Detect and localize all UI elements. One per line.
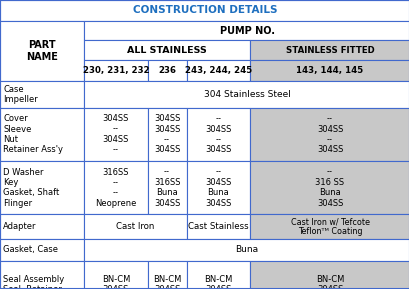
Text: 143, 144, 145: 143, 144, 145 [296,66,363,75]
Text: BN-CM
304SS: BN-CM 304SS [315,275,344,289]
Bar [0,239,84,261]
Bar [0,21,84,81]
Bar [0,214,84,239]
Bar [84,261,147,289]
Text: BN-CM
304SS: BN-CM 304SS [204,275,232,289]
Text: 316SS
--
--
Neoprene: 316SS -- -- Neoprene [95,168,136,208]
Bar [186,261,249,289]
Bar [84,108,147,161]
Text: 304 Stainless Steel: 304 Stainless Steel [203,90,290,99]
Text: Cast Iron: Cast Iron [116,222,154,231]
Bar [249,108,409,161]
Text: --
304SS
Buna
304SS: -- 304SS Buna 304SS [204,168,231,208]
Text: Buna: Buna [235,245,258,254]
Bar [147,108,186,161]
Bar [186,60,249,81]
Bar [147,261,186,289]
Text: CONSTRUCTION DETAILS: CONSTRUCTION DETAILS [133,5,276,15]
Bar [249,214,409,239]
Bar [147,60,186,81]
Bar [84,161,147,214]
Text: Seal Assembly
Seal, Retainer: Seal Assembly Seal, Retainer [3,275,64,289]
Text: PART
NAME: PART NAME [26,40,58,62]
Bar [84,214,186,239]
Bar [249,60,409,81]
Bar [0,0,409,21]
Text: --
304SS
--
304SS: -- 304SS -- 304SS [316,114,342,154]
Bar [84,81,409,108]
Bar [84,239,409,261]
Bar [0,108,84,161]
Text: Cover
Sleeve
Nut
Retainer Ass'y: Cover Sleeve Nut Retainer Ass'y [3,114,63,154]
Bar [249,261,409,289]
Bar [147,161,186,214]
Bar [0,261,84,289]
Text: --
316 SS
Buna
304SS: -- 316 SS Buna 304SS [315,168,344,208]
Text: ALL STAINLESS: ALL STAINLESS [127,46,207,55]
Text: 304SS
--
304SS
--: 304SS -- 304SS -- [102,114,129,154]
Text: 236: 236 [158,66,175,75]
Bar [249,40,409,60]
Bar [186,214,249,239]
Text: 243, 244, 245: 243, 244, 245 [184,66,251,75]
Text: BN-CM
304SS: BN-CM 304SS [101,275,130,289]
Text: --
316SS
Buna
304SS: -- 316SS Buna 304SS [153,168,180,208]
Text: 230, 231, 232: 230, 231, 232 [82,66,149,75]
Text: Cast Stainless: Cast Stainless [188,222,248,231]
Text: D Washer
Key
Gasket, Shaft
Flinger: D Washer Key Gasket, Shaft Flinger [3,168,59,208]
Text: Cast Iron w/ Tefcote
Teflonᵀᴹ Coating: Cast Iron w/ Tefcote Teflonᵀᴹ Coating [290,217,369,236]
Bar [84,60,147,81]
Text: 304SS
304SS
--
304SS: 304SS 304SS -- 304SS [153,114,180,154]
Text: Case
Impeller: Case Impeller [3,84,38,104]
Bar [186,161,249,214]
Text: Gasket, Case: Gasket, Case [3,245,58,254]
Text: BN-CM
304SS: BN-CM 304SS [153,275,181,289]
Bar [84,40,249,60]
Bar [249,161,409,214]
Text: PUMP NO.: PUMP NO. [219,26,274,36]
Text: --
304SS
--
304SS: -- 304SS -- 304SS [204,114,231,154]
Text: Adapter: Adapter [3,222,37,231]
Bar [0,81,84,108]
Bar [0,161,84,214]
Bar [186,108,249,161]
Text: STAINLESS FITTED: STAINLESS FITTED [285,46,373,55]
Bar [84,21,409,40]
